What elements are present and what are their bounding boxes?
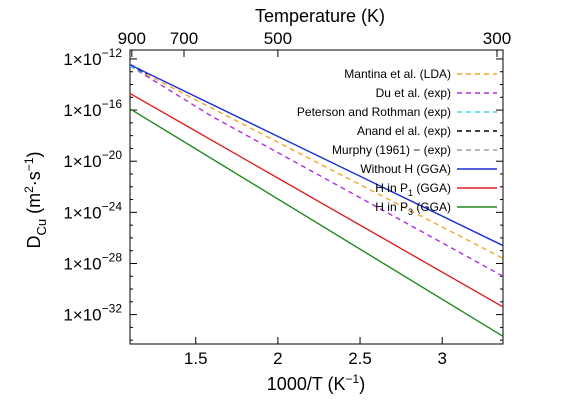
top-tick-label: 700 [170, 29, 198, 48]
x-tick-label: 2.5 [348, 349, 372, 368]
series-line [130, 64, 503, 247]
top-tick-label: 900 [118, 29, 146, 48]
legend-label: Anand el al. (exp) [357, 124, 451, 138]
legend-label: H in P3 (GGA) [375, 200, 451, 217]
x-axis-title: 1000/T (K−1) [267, 372, 365, 394]
y-tick-label: 1×10−24 [63, 199, 122, 222]
legend-label: Murphy (1961) − (exp) [332, 143, 451, 157]
tick-labels: 1.5 2 2.5 3 900 700 500 300 1×10−12 1×10−16 1×10−2… [63, 29, 511, 368]
y-tick-label: 1×10−32 [63, 302, 122, 325]
y-tick-label: 1×10−16 [63, 97, 122, 120]
x-tick-label: 2 [273, 349, 282, 368]
axis-ticks [130, 50, 503, 344]
plot-frame [129, 49, 504, 345]
legend-label: H in P1 (GGA) [375, 181, 451, 198]
legend-label: Without H (GGA) [360, 162, 451, 176]
y-tick-label: 1×10−20 [63, 148, 122, 171]
top-tick-label: 300 [483, 29, 511, 48]
x-tick-label: 3 [437, 349, 446, 368]
series-line [130, 92, 503, 308]
legend-label: Mantina et al. (LDA) [344, 67, 451, 81]
top-tick-label: 500 [264, 29, 292, 48]
series-line [130, 108, 503, 337]
series-group [130, 63, 503, 337]
x-tick-label: 1.5 [184, 349, 208, 368]
y-tick-label: 1×10−28 [63, 250, 122, 273]
legend-label: Du et al. (exp) [376, 86, 451, 100]
y-tick-label: 1×10−12 [63, 46, 122, 69]
y-axis-title: DCu (m2·s−1) [22, 151, 49, 248]
series-line [130, 65, 503, 259]
series-line [130, 65, 503, 277]
legend-label: Peterson and Rothman (exp) [297, 105, 451, 119]
series-line [130, 65, 144, 74]
legend: Mantina et al. (LDA) Du et al. (exp) Peter… [297, 67, 497, 217]
top-axis-title: Temperature (K) [255, 6, 385, 26]
